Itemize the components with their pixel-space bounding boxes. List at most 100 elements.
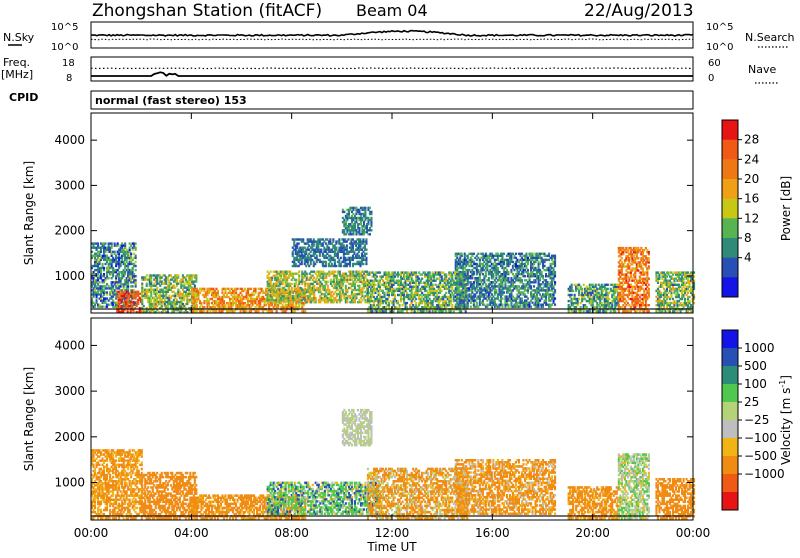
power-cell xyxy=(292,301,295,305)
power-cell xyxy=(410,299,413,303)
power-cell xyxy=(125,260,128,264)
power-cell xyxy=(322,276,325,279)
power-cell xyxy=(356,238,359,241)
power-cell xyxy=(486,285,489,288)
power-cell xyxy=(171,302,174,306)
power-cell xyxy=(351,258,354,262)
power-cell xyxy=(113,244,116,247)
power-cell xyxy=(552,254,555,257)
power-cell xyxy=(484,270,487,274)
power-cell xyxy=(116,252,119,255)
power-cell xyxy=(172,308,175,312)
power-cell xyxy=(298,282,301,286)
power-cell xyxy=(386,287,389,291)
power-cell xyxy=(130,299,133,302)
power-cell xyxy=(428,310,431,313)
power-cell xyxy=(551,262,554,266)
power-cell xyxy=(294,250,297,253)
power-cell xyxy=(98,254,101,257)
power-cell xyxy=(372,279,375,282)
power-cell xyxy=(484,291,487,294)
power-cell xyxy=(354,240,357,243)
power-cell xyxy=(351,254,354,257)
power-cell xyxy=(355,294,358,298)
power-cell xyxy=(413,306,416,309)
power-cell xyxy=(160,282,163,285)
power-cell xyxy=(95,246,98,249)
power-cell xyxy=(554,291,557,294)
power-cell xyxy=(401,277,404,280)
power-cell xyxy=(110,250,113,253)
power-cell xyxy=(124,254,127,257)
power-cell xyxy=(311,286,314,290)
power-cell xyxy=(377,291,380,295)
power-cell xyxy=(486,264,489,268)
power-cell xyxy=(287,299,290,302)
power-cell xyxy=(301,280,304,283)
power-cell xyxy=(366,297,369,301)
power-cell xyxy=(401,291,404,295)
power-cell xyxy=(287,296,290,300)
power-cell xyxy=(121,277,124,280)
power-cell xyxy=(163,274,166,277)
power-cell xyxy=(283,276,286,279)
power-cell xyxy=(433,289,436,293)
power-cell xyxy=(394,271,397,274)
power-cell xyxy=(194,295,197,299)
power-cell xyxy=(531,293,534,296)
power-cell xyxy=(280,270,283,273)
power-cell xyxy=(389,283,392,286)
power-cell xyxy=(342,256,345,260)
power-cell xyxy=(451,273,454,276)
power-cell xyxy=(326,246,329,249)
power-cell xyxy=(355,233,358,236)
power-cell xyxy=(350,270,353,273)
power-cell xyxy=(537,266,540,270)
power-cell xyxy=(254,301,257,305)
power-cell xyxy=(525,299,528,302)
power-cell xyxy=(134,281,137,284)
power-cell xyxy=(304,293,307,297)
power-cell xyxy=(317,244,320,247)
power-cell xyxy=(344,223,347,226)
power-cell xyxy=(151,288,154,291)
power-cell xyxy=(528,277,531,280)
power-cell xyxy=(419,289,422,293)
power-cell xyxy=(471,254,474,257)
power-cell xyxy=(134,256,137,260)
power-cell xyxy=(175,274,178,277)
power-cell xyxy=(101,256,104,260)
power-cell xyxy=(472,285,475,288)
power-cell xyxy=(358,272,361,275)
power-cell xyxy=(513,275,516,278)
power-cell xyxy=(117,296,120,300)
power-cell xyxy=(269,294,272,298)
power-cell xyxy=(465,291,468,294)
power-cell xyxy=(133,281,136,284)
power-cell xyxy=(180,282,183,285)
power-cell xyxy=(181,298,184,302)
power-cell xyxy=(543,299,546,302)
power-cell xyxy=(326,288,329,292)
power-cell xyxy=(449,271,452,274)
power-cell xyxy=(364,284,367,288)
power-cell xyxy=(502,266,505,270)
power-cell xyxy=(317,286,320,290)
power-cell xyxy=(271,292,274,296)
power-cell xyxy=(121,275,124,278)
power-cell xyxy=(275,284,278,288)
power-cell xyxy=(233,310,236,313)
power-cell xyxy=(186,286,189,289)
power-cell xyxy=(322,278,325,281)
power-cell xyxy=(300,238,303,241)
power-cell xyxy=(115,258,118,262)
power-cell xyxy=(345,244,348,247)
power-cell xyxy=(310,296,313,300)
power-cell xyxy=(106,258,109,262)
power-cell xyxy=(440,271,443,274)
power-cell xyxy=(549,275,552,278)
power-cell xyxy=(101,244,104,247)
power-cell xyxy=(361,206,364,210)
power-cell xyxy=(360,242,363,245)
power-cell xyxy=(186,282,189,285)
